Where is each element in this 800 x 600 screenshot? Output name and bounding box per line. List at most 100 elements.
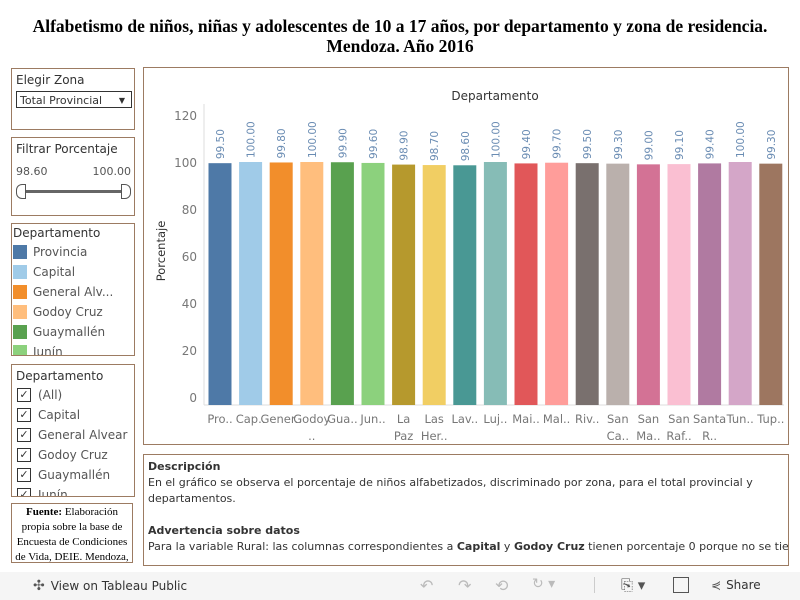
- fullscreen-icon[interactable]: [673, 577, 689, 593]
- x-tick-label: Gua..: [327, 412, 358, 426]
- legend-label: Junín: [33, 345, 63, 356]
- bar: [698, 163, 722, 405]
- data-label: 99.50: [215, 129, 227, 159]
- legend-item[interactable]: General Alv...: [12, 282, 134, 302]
- legend-item[interactable]: Godoy Cruz: [12, 302, 134, 322]
- legend-item[interactable]: Junín: [12, 342, 134, 356]
- checkbox-checked-icon[interactable]: ✓: [17, 408, 31, 422]
- x-tick-label: Riv..: [575, 412, 599, 426]
- checkbox-checked-icon[interactable]: ✓: [17, 448, 31, 462]
- checklist-item[interactable]: ✓ Godoy Cruz: [12, 445, 134, 465]
- redo-icon[interactable]: ↷: [458, 576, 472, 595]
- bar: [545, 162, 569, 405]
- percentage-filter: Filtrar Porcentaje 98.60 100.00: [11, 137, 135, 216]
- range-slider-min-handle[interactable]: [16, 184, 26, 199]
- chart-panel: Departamento Porcentaje 0 20 40 60 80 100 120 99.…: [143, 67, 789, 445]
- tableau-logo-icon: ✣: [33, 578, 45, 594]
- legend-label: Capital: [33, 265, 76, 279]
- description-text: En el gráfico se observa el porcentaje d…: [148, 476, 753, 505]
- legend-label: General Alv...: [33, 285, 114, 299]
- x-tick-label: Lav..: [451, 412, 478, 426]
- x-tick-label: Ma..: [636, 429, 660, 443]
- warning-heading: Advertencia sobre datos: [148, 524, 300, 537]
- x-tick-label: ..: [308, 429, 315, 443]
- x-tick-label: La: [397, 412, 410, 426]
- download-icon[interactable]: ⎘ ▾: [621, 576, 646, 594]
- data-label: 100.00: [246, 121, 258, 158]
- range-slider-track[interactable]: [22, 190, 126, 193]
- data-label: 99.50: [582, 129, 594, 159]
- legend-swatch: [13, 345, 27, 355]
- data-label: 100.00: [490, 121, 502, 158]
- x-tick-label: Las: [424, 412, 443, 426]
- checkbox-checked-icon[interactable]: ✓: [17, 388, 31, 402]
- checklist-label: (All): [38, 388, 63, 402]
- legend-item[interactable]: Provincia: [12, 242, 134, 262]
- x-tick-label: R..: [702, 429, 717, 443]
- checkbox-checked-icon[interactable]: ✓: [17, 488, 31, 496]
- bar: [392, 164, 416, 405]
- share-icon: ⋞: [711, 578, 722, 592]
- checklist-item[interactable]: ✓ (All): [12, 385, 134, 405]
- data-label: 99.40: [521, 129, 533, 159]
- data-label: 99.80: [276, 128, 288, 158]
- checklist-label: Godoy Cruz: [38, 448, 108, 462]
- legend-title: Departamento: [13, 226, 101, 240]
- bar: [361, 162, 385, 405]
- bar: [483, 162, 507, 405]
- checklist-item[interactable]: ✓ Capital: [12, 405, 134, 425]
- legend-item[interactable]: Guaymallén: [12, 322, 134, 342]
- data-label: 99.10: [674, 130, 686, 160]
- legend-item[interactable]: Capital: [12, 262, 134, 282]
- data-label: 98.60: [460, 131, 472, 161]
- y-tick-label: 80: [182, 203, 197, 217]
- view-on-tableau-link[interactable]: ✣ View on Tableau Public: [33, 578, 187, 594]
- data-label: 99.30: [766, 130, 778, 160]
- toolbar-divider: [594, 577, 595, 593]
- x-tick-label: Luj..: [483, 412, 507, 426]
- department-checklist: Departamento ✓ (All) ✓ Capital ✓ General Alve…: [11, 364, 135, 497]
- bar: [239, 162, 263, 405]
- description-panel: Descripción En el gráfico se observa el …: [143, 454, 789, 566]
- checklist-item[interactable]: ✓ Junín: [12, 485, 134, 496]
- x-tick-label: Pro..: [207, 412, 232, 426]
- range-min: 98.60: [16, 165, 48, 178]
- range-slider-max-handle[interactable]: [121, 184, 131, 199]
- data-label: 99.30: [613, 130, 625, 160]
- x-tick-label: San: [638, 412, 660, 426]
- checklist-item[interactable]: ✓ Guaymallén: [12, 465, 134, 485]
- undo-icon[interactable]: ↶: [420, 576, 434, 595]
- zona-dropdown[interactable]: Total Provincial ▼: [16, 91, 132, 108]
- tableau-toolbar: ✣ View on Tableau Public ↶ ↷ ⟲ ↻ ▾ ⎘ ▾ ⋞…: [0, 572, 800, 600]
- legend-label: Guaymallén: [33, 325, 106, 339]
- data-label: 99.00: [643, 130, 655, 160]
- x-tick-label: Gener..: [261, 412, 302, 426]
- y-tick-label: 20: [182, 344, 197, 358]
- checklist-item[interactable]: ✓ General Alvear: [12, 425, 134, 445]
- y-tick-label: 40: [182, 297, 197, 311]
- range-max: 100.00: [92, 165, 132, 178]
- refresh-icon[interactable]: ↻ ▾: [532, 576, 556, 592]
- warning-text: Para la variable Rural: las columnas cor…: [148, 540, 789, 553]
- bar: [453, 165, 477, 405]
- share-button[interactable]: ⋞ Share: [711, 578, 761, 592]
- bar: [330, 162, 354, 405]
- bar: [300, 162, 324, 405]
- checklist-title: Departamento: [16, 369, 104, 383]
- checkbox-checked-icon[interactable]: ✓: [17, 428, 31, 442]
- x-tick-label: Tun..: [726, 412, 754, 426]
- x-tick-label: Raf..: [666, 429, 691, 443]
- legend-swatch: [13, 265, 27, 279]
- bar: [514, 163, 538, 405]
- checklist-label: General Alvear: [38, 428, 128, 442]
- y-axis-label: Porcentaje: [154, 221, 168, 282]
- zona-label: Elegir Zona: [16, 73, 85, 87]
- data-label: 100.00: [735, 121, 747, 158]
- bar: [208, 163, 232, 405]
- chart-title: Departamento: [451, 89, 538, 103]
- legend-label: Provincia: [33, 245, 88, 259]
- checklist-label: Capital: [38, 408, 81, 422]
- revert-icon[interactable]: ⟲: [495, 576, 509, 595]
- checkbox-checked-icon[interactable]: ✓: [17, 468, 31, 482]
- data-label: 99.70: [552, 129, 564, 159]
